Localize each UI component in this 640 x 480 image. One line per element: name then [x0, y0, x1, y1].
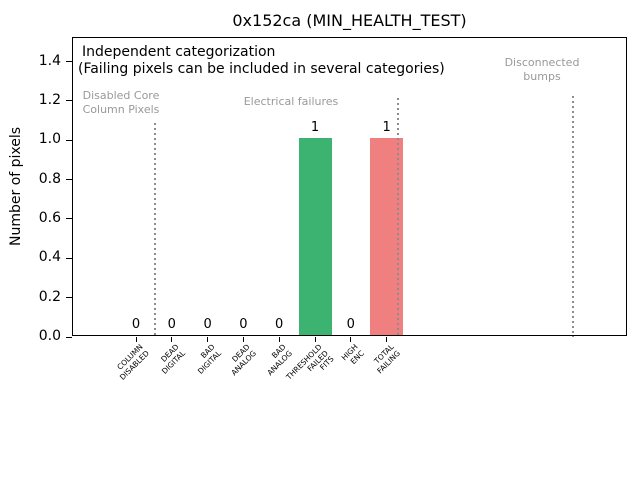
y-tick-label: 0.6	[38, 209, 61, 226]
section-label: Disabled Core Column Pixels	[82, 89, 160, 116]
y-tick-mark	[66, 257, 72, 259]
y-tick-label: 0.4	[38, 249, 61, 266]
y-tick-label: 1.4	[38, 52, 61, 69]
section-divider-line	[397, 98, 399, 337]
bar-value-label: 0	[239, 317, 248, 332]
y-tick-mark	[66, 179, 72, 181]
x-tick-mark	[207, 337, 209, 342]
x-tick-mark	[242, 337, 244, 342]
annotation-independent-categorization: Independent categorization	[82, 44, 276, 60]
section-divider-line	[572, 96, 574, 337]
x-tick-mark	[135, 337, 137, 342]
annotation-failing-pixels-note: (Failing pixels can be included in sever…	[78, 61, 445, 77]
bar-value-label: 0	[167, 317, 176, 332]
bar-value-label: 1	[310, 120, 320, 136]
y-tick-mark	[66, 218, 72, 220]
bar-value-label: 0	[346, 317, 355, 332]
section-label: Electrical failures	[243, 95, 339, 108]
x-tick-mark	[350, 337, 352, 342]
section-label: Disconnected bumps	[504, 56, 580, 83]
y-tick-mark	[66, 61, 72, 63]
plot-area: Independent categorization (Failing pixe…	[39, 37, 627, 382]
y-tick-label: 0.0	[38, 328, 61, 344]
x-tick-mark	[386, 337, 388, 342]
bar	[298, 138, 332, 335]
y-tick-label: 1.0	[38, 131, 61, 148]
y-tick-mark	[66, 139, 72, 141]
bar-value-label: 0	[203, 317, 212, 332]
bar-value-label: 0	[131, 317, 141, 332]
bar-value-label: 0	[275, 317, 284, 332]
y-tick-mark	[66, 336, 72, 338]
x-tick-mark	[171, 337, 173, 342]
y-tick-label: 0.2	[38, 288, 61, 305]
chart-title: 0x152ca (MIN_HEALTH_TEST)	[232, 11, 467, 30]
y-tick-label: 0.8	[38, 170, 61, 187]
bar-value-label: 1	[382, 120, 391, 136]
x-tick-mark	[314, 337, 316, 342]
y-tick-mark	[66, 297, 72, 299]
y-tick-mark	[66, 100, 72, 102]
y-tick-label: 1.2	[38, 91, 61, 108]
x-tick-mark	[278, 337, 280, 342]
section-divider-line	[154, 123, 156, 337]
